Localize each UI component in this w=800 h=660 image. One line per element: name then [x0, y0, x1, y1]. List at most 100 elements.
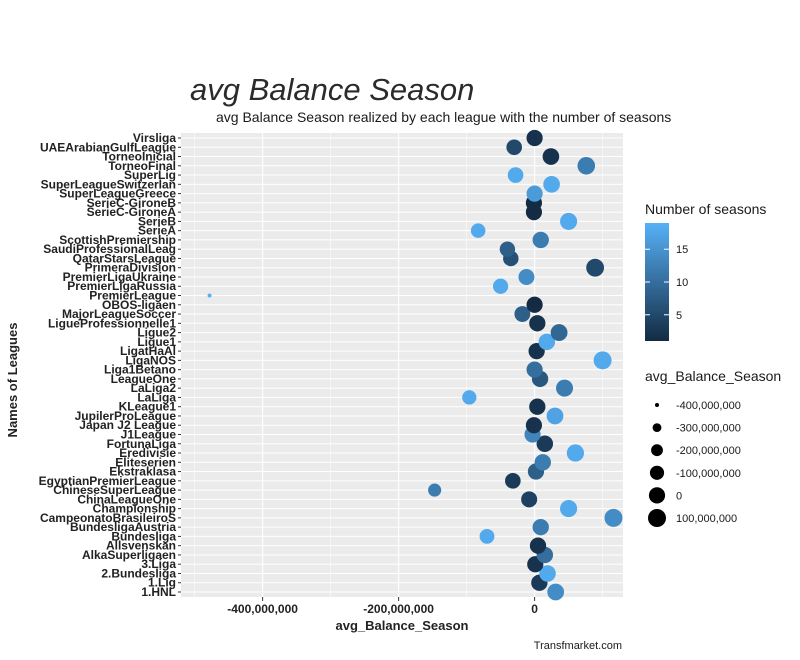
y-tick-label: SuperLig [124, 168, 176, 182]
y-tick-label: QatarStarsLeague [73, 251, 177, 265]
y-tick-label: FortunaLiga [107, 437, 177, 451]
data-point [428, 483, 442, 497]
data-point [492, 278, 509, 294]
y-tick-label: LigaNOS [125, 353, 176, 367]
data-point [526, 185, 543, 202]
chart-subtitle: avg Balance Season realized by each leag… [216, 109, 671, 125]
y-tick-label: SaudiProfessionalLeag [43, 242, 176, 256]
data-point [547, 583, 565, 601]
y-tick-label: CampeonatoBrasileiroS [40, 511, 176, 525]
y-tick-label: Liga1Betano [104, 363, 176, 377]
color-legend-title: Number of seasons [645, 201, 766, 217]
color-legend-label: 10 [676, 277, 688, 289]
data-point [550, 324, 568, 342]
y-tick-label: J1League [121, 427, 177, 441]
y-tick-label: Eliteserien [115, 455, 176, 469]
y-tick-label: SuperLeagueSwitzerlan [41, 177, 176, 191]
x-tick-label: 0 [531, 602, 538, 616]
data-point [526, 361, 543, 378]
data-point [479, 529, 495, 544]
y-tick-label: TorneoFinal [108, 159, 176, 173]
y-tick-label: PremierLigaUkraine [63, 270, 177, 284]
y-tick-label: Ligue2 [137, 326, 176, 340]
data-point [521, 491, 538, 508]
y-tick-label: Virsliga [133, 131, 176, 145]
data-point [532, 231, 549, 249]
size-legend-label: 100,000,000 [676, 513, 737, 525]
data-point [546, 407, 564, 425]
x-tick-label: -200,000,000 [363, 602, 434, 616]
data-point [586, 258, 605, 277]
y-tick-label: LigueProfessionnelle1 [48, 316, 176, 330]
x-axis-label: avg_Balance_Season [336, 618, 469, 633]
size-legend-dot [655, 403, 659, 407]
y-tick-label: Eredivisie [119, 446, 176, 460]
size-legend-items: -400,000,000 -300,000,000 -200,000,000 -100… [648, 400, 741, 527]
data-point [534, 454, 551, 471]
data-point [577, 157, 596, 175]
y-tick-label: LeagueOne [111, 372, 177, 386]
data-point [499, 241, 516, 257]
data-point [525, 417, 543, 434]
chart-title: avg Balance Season [190, 72, 474, 107]
data-point [529, 398, 546, 415]
y-tick-label: TorneoInicial [102, 150, 176, 164]
size-legend-dot [648, 487, 666, 504]
y-tick-labels: 1.HNL1.Lig2.Bundesliga3.LigaAlkaSuperlig… [39, 131, 181, 599]
data-point [560, 500, 578, 518]
y-tick-label: LaLiga2 [131, 381, 177, 395]
data-point [538, 333, 556, 351]
size-legend-label: -100,000,000 [676, 468, 741, 480]
y-tick-label: 2.Bundesliga [101, 566, 176, 580]
y-tick-label: PrimeraDivision [85, 261, 176, 275]
y-tick-label: AlkaSuperligaen [82, 548, 176, 562]
data-point [507, 167, 524, 183]
y-tick-label: SerieC-GironeB [87, 196, 177, 210]
data-point [518, 268, 535, 285]
y-tick-label: JupilerProLeague [75, 409, 177, 423]
data-point [462, 390, 477, 405]
data-points [207, 129, 623, 601]
data-point [536, 435, 554, 452]
y-tick-label: Championship [93, 502, 176, 516]
y-tick-label: KLeague1 [119, 400, 177, 414]
size-legend-label: -400,000,000 [676, 400, 741, 412]
x-tick-labels: -400,000,000 -200,000,000 0 [227, 597, 538, 616]
y-tick-label: ChinaLeagueOne [77, 492, 176, 506]
y-tick-label: SerieA [138, 224, 176, 238]
y-tick-label: 1.Lig [148, 576, 176, 590]
data-point [539, 565, 556, 582]
data-point [470, 223, 486, 238]
data-point [514, 306, 531, 322]
y-axis-label: Names of Leagues [5, 323, 20, 438]
y-tick-label: SerieC-GironeA [87, 205, 177, 219]
y-tick-label: Ligue1 [137, 335, 176, 349]
size-legend-title: avg_Balance_Season [645, 368, 781, 384]
y-tick-label: ChineseSuperLeague [53, 483, 176, 497]
y-tick-label: EgyptianPremierLeague [39, 474, 177, 488]
y-tick-label: UAEArabianGulfLeague [40, 140, 176, 154]
data-point [532, 518, 549, 536]
y-tick-label: Ekstraklasa [109, 465, 176, 479]
data-point [506, 139, 523, 156]
y-tick-label: Allsvenskan [106, 539, 176, 553]
data-point [529, 537, 547, 554]
y-tick-label: Bundesliga [111, 529, 176, 543]
data-point [593, 351, 612, 370]
x-tick-label: -400,000,000 [227, 602, 298, 616]
size-legend-dot [652, 423, 662, 433]
size-legend-label: 0 [676, 490, 682, 502]
y-tick-label: ScottishPremiership [59, 233, 176, 247]
data-point [207, 293, 212, 298]
y-tick-label: BundesligaAustria [70, 520, 176, 534]
data-point [566, 444, 585, 462]
data-point [542, 148, 560, 165]
plot-panel [181, 133, 623, 597]
y-tick-label: OBOS-ligaen [102, 298, 176, 312]
size-legend-label: -300,000,000 [676, 423, 741, 435]
size-legend-label: -200,000,000 [676, 445, 741, 457]
data-point [543, 175, 560, 193]
color-legend-label: 15 [676, 244, 688, 256]
y-tick-label: 3.Liga [141, 557, 176, 571]
data-point [526, 296, 543, 313]
